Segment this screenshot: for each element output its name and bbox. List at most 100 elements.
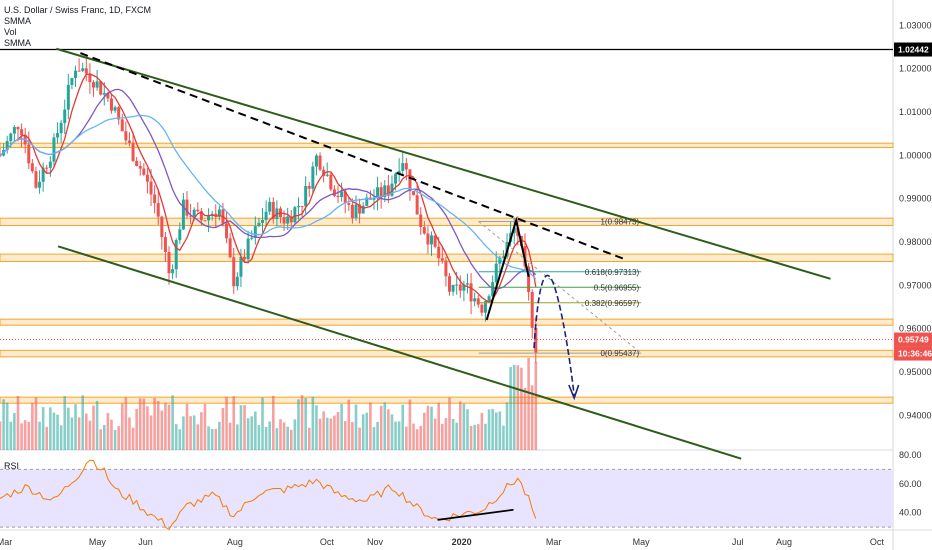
fib-label-4: 0(0.95437) (600, 349, 639, 358)
resistance-tag: 1.02442 (898, 45, 929, 55)
volume-bar (365, 412, 369, 450)
smma-long (0, 114, 537, 280)
candle-body (332, 189, 336, 196)
volume-bar (9, 421, 13, 450)
candle-body (530, 291, 534, 328)
candle-body (45, 167, 49, 169)
volume-bar (397, 421, 401, 450)
candle-body (12, 126, 16, 134)
candle-body (318, 155, 322, 170)
candle-body (124, 131, 128, 141)
candle-body (250, 237, 254, 239)
volume-bar (192, 415, 196, 450)
volume-bar (49, 407, 52, 450)
candle-body (149, 181, 153, 195)
candle-body (246, 238, 250, 260)
candle-body (433, 235, 437, 247)
volume-bar (300, 395, 304, 450)
rsi-tick-1: 60.00 (899, 479, 922, 489)
chart-legend: U.S. Dollar / Swiss Franc, 1D, FXCM SMMA… (4, 5, 151, 49)
rsi-label[interactable]: RSI (4, 461, 20, 471)
candle-body (430, 235, 434, 245)
volume-bar (257, 425, 261, 450)
candle-body (437, 246, 441, 259)
indicator-smma-2[interactable]: SMMA (4, 38, 31, 48)
volume-bar (182, 416, 185, 450)
volume-bar (354, 404, 358, 450)
candle-body (127, 140, 131, 143)
candle-body (347, 203, 351, 205)
rsi-pane (0, 459, 893, 531)
volume-bar (275, 428, 279, 450)
volume-bar (336, 411, 340, 450)
volume-bar (261, 397, 264, 450)
volume-bar (88, 420, 92, 450)
volume-bar (16, 396, 20, 450)
candle-body (167, 252, 171, 274)
volume-bar (358, 427, 361, 450)
volume-bar (297, 399, 300, 450)
volume-bar (466, 409, 469, 450)
candle-body (34, 171, 38, 188)
volume-bar (232, 396, 236, 450)
volume-bar (27, 421, 31, 450)
volume-bar (476, 424, 480, 450)
candle-body (350, 204, 354, 219)
fib-label-3: 0.382(0.96597) (585, 299, 640, 308)
volume-bar (444, 418, 448, 450)
candle-body (462, 284, 466, 291)
candle-body (415, 195, 419, 215)
candle-body (390, 183, 394, 196)
volume-bar (387, 409, 390, 450)
candle-body (153, 194, 157, 204)
volume-bar (171, 395, 174, 450)
candle-body (174, 240, 178, 270)
candle-body (142, 168, 146, 175)
candle-body (102, 92, 106, 95)
volume-bar (203, 404, 207, 450)
volume-bar (196, 424, 200, 450)
volume-bar (394, 421, 397, 450)
volume-bar (516, 365, 520, 450)
volume-bar (254, 411, 257, 450)
candle-body (311, 166, 315, 189)
candle-body (59, 122, 63, 134)
candle-body (235, 276, 239, 287)
time-tick-5: Nov (367, 537, 384, 547)
candle-body (243, 256, 247, 260)
volume-bar (347, 399, 351, 450)
candle-body (480, 304, 484, 313)
candle-body (372, 198, 376, 200)
candle-body (307, 186, 311, 189)
time-tick-3: Aug (227, 537, 243, 547)
volume-bar (95, 400, 99, 450)
volume-bar (325, 417, 329, 450)
volume-bar (315, 405, 318, 450)
volume-bar (45, 426, 49, 450)
volume-bar (228, 422, 232, 450)
volume-bar (117, 426, 120, 450)
candle-body (113, 107, 117, 111)
last-price-tag-bg (894, 332, 932, 347)
moving-averages (0, 73, 537, 304)
volume-bar (81, 395, 85, 450)
forecast-arrow (533, 274, 580, 401)
price-tick-6: 0.97000 (899, 280, 932, 290)
candle-body (365, 197, 369, 206)
candle-body (426, 233, 430, 245)
candle-body (397, 170, 401, 174)
candle-body (117, 107, 121, 120)
volume-bar (279, 419, 282, 450)
indicator-smma-1[interactable]: SMMA (4, 16, 31, 26)
indicator-vol[interactable]: Vol (4, 27, 17, 37)
candle-body (66, 84, 70, 110)
countdown-tag-bg (894, 346, 932, 361)
candle-body (95, 81, 99, 88)
volume-bar (131, 427, 135, 450)
candle-body (322, 169, 326, 176)
candle-body (376, 187, 380, 199)
candle-body (336, 195, 340, 198)
volume-bar (110, 419, 113, 450)
candle-body (91, 82, 95, 88)
